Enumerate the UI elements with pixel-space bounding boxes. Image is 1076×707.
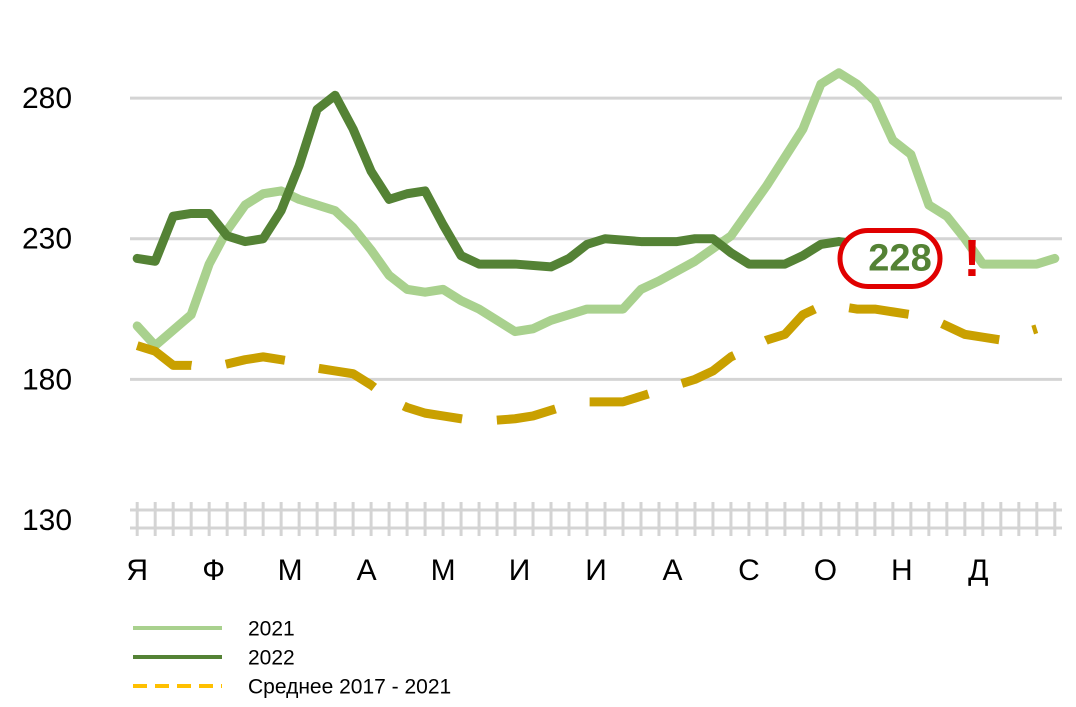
- y-tick-label: 180: [22, 363, 72, 396]
- annotation-box: [837, 227, 943, 289]
- x-tick-label: М: [431, 554, 456, 587]
- x-tick-label: Н: [891, 554, 913, 587]
- x-tick-label: Д: [968, 554, 988, 587]
- x-tick-label: Я: [126, 554, 148, 587]
- x-tick-label: И: [585, 554, 607, 587]
- x-tick-label: И: [509, 554, 531, 587]
- annotation-mark: !: [963, 230, 980, 288]
- x-tick-label: А: [357, 554, 377, 587]
- y-tick-label: 230: [22, 223, 72, 256]
- series-line: [132, 68, 1060, 351]
- x-tick-label: А: [662, 554, 682, 587]
- y-tick-label: 130: [22, 504, 72, 537]
- legend-label: 2022: [248, 647, 295, 670]
- series-line: [135, 301, 1039, 427]
- series-line: [132, 90, 862, 272]
- annotation-label: 228: [868, 237, 931, 279]
- y-tick-label: 280: [22, 82, 72, 115]
- x-tick-label: М: [278, 554, 303, 587]
- x-tick-label: О: [814, 554, 837, 587]
- legend-label: Среднее 2017 - 2021: [248, 676, 451, 699]
- x-tick-label: С: [738, 554, 760, 587]
- x-tick-label: Ф: [202, 554, 225, 587]
- legend-label: 2021: [248, 618, 295, 641]
